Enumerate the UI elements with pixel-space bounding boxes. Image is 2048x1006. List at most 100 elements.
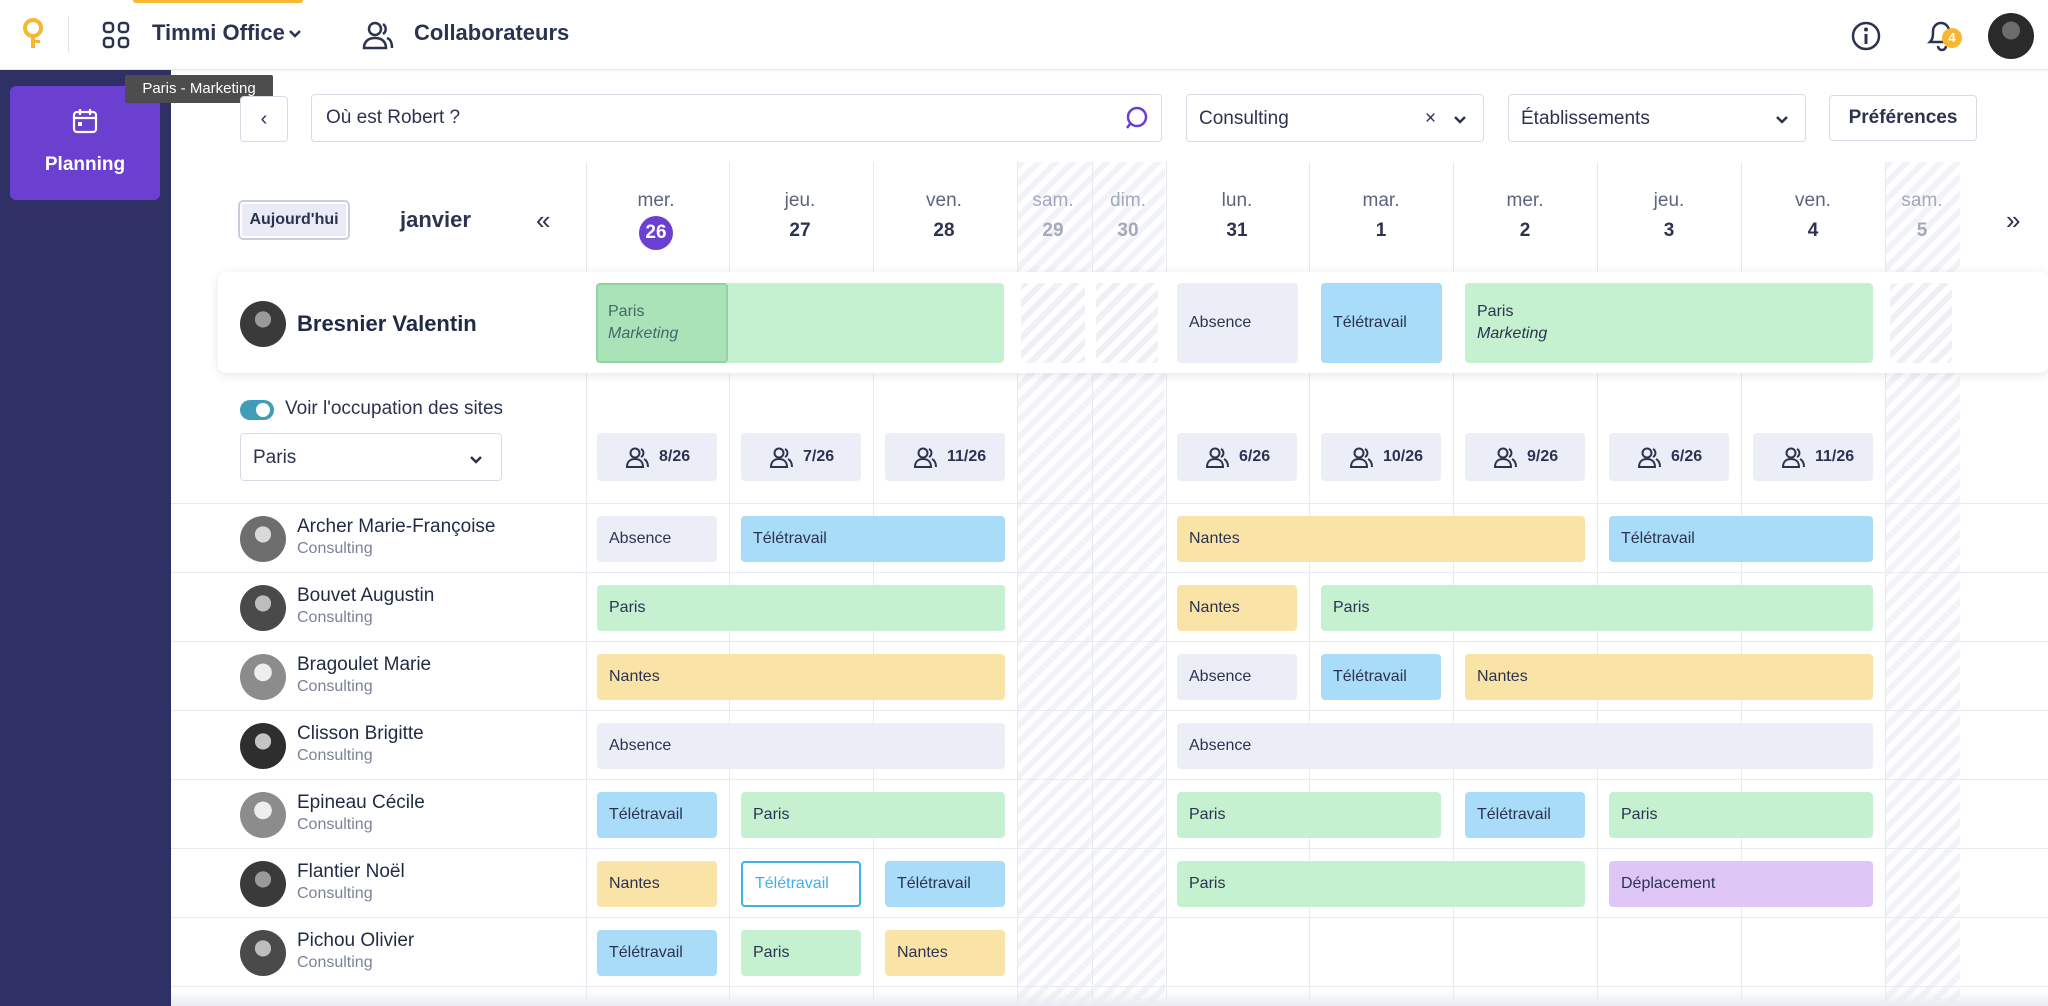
occupancy-count-value: 7/26 — [803, 448, 835, 465]
person-name[interactable]: Flantier Noël — [297, 861, 405, 882]
users-icon — [1493, 447, 1517, 468]
booking-block[interactable]: Paris — [1177, 792, 1441, 838]
users-icon[interactable] — [362, 20, 394, 50]
day-name: ven. — [926, 190, 962, 211]
booking-block[interactable]: Paris — [741, 792, 1005, 838]
grid-line — [1885, 162, 1886, 1006]
collapse-button[interactable]: ‹ — [240, 96, 288, 142]
booking-block[interactable]: Télétravail — [885, 861, 1005, 907]
user-avatar[interactable] — [1988, 13, 2034, 59]
team-select[interactable]: Consulting × — [1186, 94, 1484, 142]
occupancy-count-value: 8/26 — [659, 448, 691, 465]
occupancy-count: 11/26 — [1753, 433, 1873, 481]
booking-block[interactable]: Paris — [1321, 585, 1873, 631]
row-divider — [171, 917, 2048, 918]
booking-block[interactable]: Télétravail — [1609, 516, 1873, 562]
grid-line — [1453, 162, 1454, 1006]
chevron-down-icon — [470, 456, 482, 464]
booking-block[interactable]: Télétravail — [741, 516, 1005, 562]
booking-block[interactable]: Nantes — [885, 930, 1005, 976]
chevron-down-icon[interactable] — [286, 24, 304, 42]
avatar — [240, 861, 286, 907]
booking-block[interactable]: Paris — [1177, 861, 1585, 907]
person-name[interactable]: Bragoulet Marie — [297, 654, 432, 675]
search-icon[interactable] — [1124, 105, 1150, 131]
apps-grid-icon[interactable] — [102, 21, 130, 49]
sidebar-item-planning[interactable]: Planning — [10, 86, 160, 200]
booking-block[interactable]: Paris — [741, 930, 861, 976]
booking-block[interactable]: Télétravail — [1321, 283, 1442, 363]
row-divider — [171, 710, 2048, 711]
day-name: mar. — [1362, 190, 1400, 211]
booking-department: Marketing — [608, 325, 679, 342]
booking-block[interactable]: Nantes — [1465, 654, 1873, 700]
person-name[interactable]: Epineau Cécile — [297, 792, 425, 813]
chevron-down-icon[interactable] — [1773, 110, 1791, 128]
chevron-down-icon[interactable] — [1451, 110, 1469, 128]
booking-block[interactable]: Nantes — [1177, 585, 1297, 631]
search-input[interactable] — [326, 95, 1106, 141]
grid-line — [873, 162, 874, 1006]
app-switcher-label[interactable]: Timmi Office — [152, 20, 285, 45]
booking-block[interactable]: Paris Marketing — [1465, 283, 1873, 363]
booking-block[interactable]: Télétravail — [1321, 654, 1441, 700]
collaborators-link[interactable]: Collaborateurs — [414, 20, 570, 45]
establishments-select[interactable]: Établissements — [1508, 94, 1806, 142]
booking-block-draft[interactable]: Télétravail — [741, 861, 861, 907]
booking-block[interactable]: Déplacement — [1609, 861, 1873, 907]
occupancy-count: 8/26 — [597, 433, 717, 481]
booking-block[interactable]: Nantes — [1177, 516, 1585, 562]
person-team: Consulting — [297, 540, 373, 557]
booking-block[interactable]: Paris — [1609, 792, 1873, 838]
grid-line — [1597, 162, 1598, 1006]
booking-block[interactable]: Absence — [1177, 283, 1298, 363]
day-header: mer. 26 — [606, 190, 706, 250]
timmi-logo-icon[interactable] — [22, 18, 44, 50]
weekend-placeholder — [1096, 283, 1158, 363]
person-name[interactable]: Clisson Brigitte — [297, 723, 424, 744]
booking-block[interactable]: Télétravail — [597, 792, 717, 838]
day-number: 4 — [1807, 220, 1819, 241]
day-header: sam. 5 — [1872, 190, 1972, 246]
booking-block[interactable]: Absence — [597, 723, 1005, 769]
site-select[interactable]: Paris — [240, 433, 502, 481]
booking-site: Paris — [1477, 303, 1514, 320]
day-name: dim. — [1110, 190, 1146, 211]
next-week-button[interactable]: » — [2006, 205, 2021, 235]
avatar — [240, 301, 286, 347]
previous-week-button[interactable]: « — [536, 205, 551, 235]
occupancy-count: 6/26 — [1609, 433, 1729, 481]
preferences-button[interactable]: Préférences — [1829, 95, 1977, 141]
day-header: sam. 29 — [1003, 190, 1103, 246]
search-box[interactable] — [311, 94, 1162, 142]
person-team: Consulting — [297, 747, 373, 764]
users-icon — [769, 447, 793, 468]
users-icon — [625, 447, 649, 468]
info-icon[interactable] — [1850, 20, 1882, 52]
day-number: 5 — [1916, 220, 1928, 241]
occupancy-toggle[interactable] — [240, 400, 274, 420]
booking-block[interactable]: Télétravail — [597, 930, 717, 976]
booking-block[interactable]: Nantes — [597, 861, 717, 907]
booking-block[interactable]: Nantes — [597, 654, 1005, 700]
calendar-icon — [72, 109, 98, 134]
users-icon — [1205, 447, 1229, 468]
booking-block[interactable]: Télétravail — [1465, 792, 1585, 838]
booking-block[interactable]: Paris Marketing — [596, 283, 1004, 363]
team-select-value: Consulting — [1199, 108, 1289, 129]
today-button[interactable]: Aujourd'hui — [238, 200, 350, 240]
selected-cell[interactable] — [596, 283, 728, 363]
person-name[interactable]: Bouvet Augustin — [297, 585, 435, 606]
day-name: jeu. — [784, 190, 816, 211]
person-team: Consulting — [297, 609, 373, 626]
occupancy-count-value: 6/26 — [1239, 448, 1271, 465]
booking-block[interactable]: Absence — [1177, 723, 1873, 769]
clear-icon[interactable]: × — [1425, 108, 1437, 129]
person-name[interactable]: Pichou Olivier — [297, 930, 415, 951]
person-name[interactable]: Archer Marie-Françoise — [297, 516, 496, 537]
avatar — [240, 654, 286, 700]
day-number: 31 — [1226, 220, 1248, 241]
booking-block[interactable]: Absence — [1177, 654, 1297, 700]
booking-block[interactable]: Absence — [597, 516, 717, 562]
booking-block[interactable]: Paris — [597, 585, 1005, 631]
